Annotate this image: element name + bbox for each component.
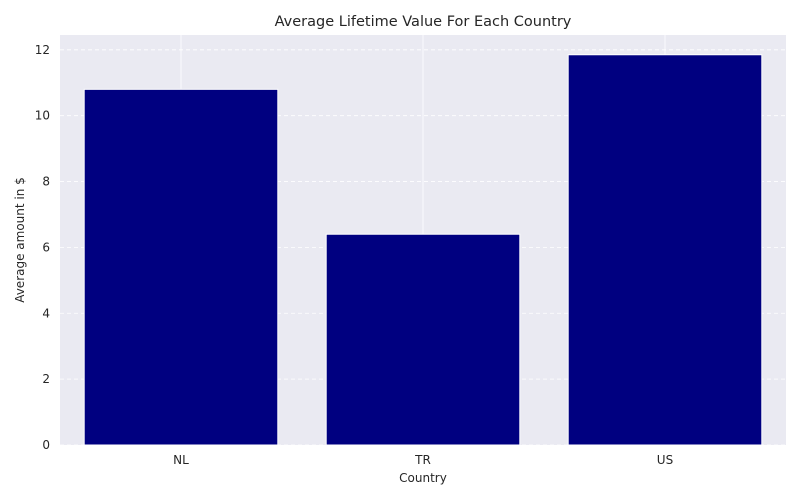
y-tick-label: 4 [42,306,50,320]
x-tick-label: NL [173,453,189,467]
y-tick-label: 8 [42,175,50,189]
x-axis-label: Country [399,471,447,485]
y-axis-ticks: 0 2 4 6 8 10 12 [35,43,50,452]
y-tick-label: 0 [42,438,50,452]
y-tick-label: 6 [42,240,50,254]
bar-us [567,54,763,446]
bar-tr [325,233,521,446]
bars [83,54,763,446]
x-axis-ticks: NL TR US [173,453,673,467]
y-tick-label: 10 [35,109,50,123]
y-tick-label: 2 [42,372,50,386]
bar-nl [83,88,279,446]
y-tick-label: 12 [35,43,50,57]
x-tick-label: US [657,453,673,467]
chart-title: Average Lifetime Value For Each Country [275,14,572,30]
y-axis-label: Average amount in $ [13,177,27,303]
x-tick-label: TR [414,453,431,467]
